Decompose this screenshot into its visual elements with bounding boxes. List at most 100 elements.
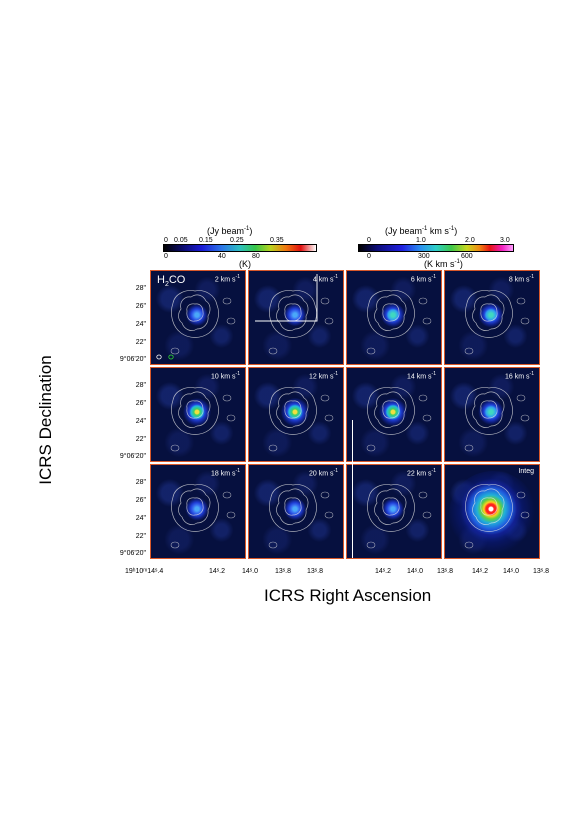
colorbar-tick-label: 0.15 (199, 237, 213, 244)
contour-island (320, 297, 330, 305)
y-tick-label: 24" (135, 515, 146, 522)
contour-line (382, 400, 400, 419)
contour-line (374, 488, 407, 525)
contour-line (465, 484, 513, 532)
molecule-label-base: H (157, 274, 165, 286)
emission-peak (478, 399, 504, 425)
y-tick-label: 22" (135, 339, 146, 346)
contour-overlay (464, 290, 530, 355)
contour-line (269, 484, 317, 532)
velocity-label: 20 km s-1 (309, 468, 338, 477)
contour-line (465, 290, 513, 338)
velocity-label-sup: -1 (333, 371, 338, 377)
channel-panel: H2CO 2 km s-1 (150, 270, 246, 365)
velocity-label-text: 4 km s (312, 276, 334, 284)
contour-island (422, 511, 432, 519)
contour-island (222, 297, 232, 305)
contour-line (186, 497, 204, 516)
contour-line (472, 488, 505, 525)
colorbar-tick-label: 80 (252, 253, 260, 260)
colorbar-left (163, 244, 317, 252)
velocity-label-sup: -1 (235, 274, 240, 280)
x-tick-label: 14ˢ.0 (503, 568, 520, 575)
velocity-label-sup: -1 (431, 468, 436, 474)
y-tick-label: 9°06'20" (119, 453, 146, 460)
contour-island (520, 511, 530, 519)
velocity-label: 2 km s-1 (215, 274, 240, 283)
x-tick-label: 13ˢ.8 (533, 568, 550, 575)
contour-island (422, 414, 432, 422)
colorbar-tick-label: 0.05 (174, 237, 188, 244)
contour-overlay (156, 290, 236, 360)
contour-island (464, 347, 474, 355)
contour-line (178, 488, 211, 525)
contour-island (418, 297, 428, 305)
y-axis-title: ICRS Declination (36, 355, 55, 485)
contour-island (320, 491, 330, 499)
colorbar-left-unit-text: (Jy beam (207, 226, 245, 236)
velocity-label: 12 km s-1 (309, 371, 338, 380)
colorbar-right-bottom-unit-end: ) (459, 259, 463, 269)
colorbar-left-bottom-unit: (K) (239, 259, 251, 269)
channel-panel: 18 km s-1 (150, 464, 246, 559)
region-marker-vertical-line (352, 420, 353, 558)
panel-noise-background (151, 465, 245, 558)
colorbar-left-unit-end: ) (249, 226, 253, 236)
velocity-label: 14 km s-1 (407, 371, 436, 380)
contour-island (170, 347, 180, 355)
velocity-label-sup: -1 (529, 371, 534, 377)
contour-line (472, 294, 505, 331)
contour-island (170, 444, 180, 452)
colorbar-right-bottom-unit-text: (K km s (424, 259, 455, 269)
contour-line (171, 484, 219, 532)
velocity-label-text: 2 km s (214, 276, 236, 284)
contour-island (170, 541, 180, 549)
colorbar-tick-label: 0.25 (230, 237, 244, 244)
colorbar-right-unit-end: ) (454, 226, 458, 236)
velocity-label-text: 6 km s (410, 276, 432, 284)
velocity-label-text: 8 km s (508, 276, 530, 284)
contour-line (284, 303, 302, 322)
colorbar-right-unit-mid: km s (427, 226, 449, 236)
x-tick-label: 13ˢ.8 (437, 568, 454, 575)
x-tick-label: 19ʰ10ᵐ14ˢ.4 (125, 568, 164, 575)
colorbar-right-unit-text: (Jy beam (385, 226, 423, 236)
velocity-label-text: 14 km s (407, 373, 432, 381)
contour-island (268, 444, 278, 452)
contour-island (226, 317, 236, 325)
velocity-label: 6 km s-1 (411, 274, 436, 283)
contour-line (465, 387, 513, 435)
panel-noise-background (445, 271, 539, 364)
contour-island (520, 414, 530, 422)
colorbar-right-bottom-unit-sup: -1 (454, 259, 460, 265)
contour-island (422, 317, 432, 325)
emission-peak (280, 397, 310, 427)
y-tick-label: 28" (135, 479, 146, 486)
contour-line (374, 391, 407, 428)
colorbar-tick-label: 0.35 (270, 237, 284, 244)
contour-line (276, 391, 309, 428)
velocity-label-text: 12 km s (309, 373, 334, 381)
colorbar-tick-label: 0 (164, 237, 168, 244)
contour-island (464, 541, 474, 549)
velocity-label-sup: -1 (235, 371, 240, 377)
velocity-label: 10 km s-1 (211, 371, 240, 380)
contour-overlay (366, 387, 432, 452)
y-tick-label: 28" (135, 382, 146, 389)
contour-island (516, 297, 526, 305)
contour-line (178, 391, 211, 428)
contour-island (324, 414, 334, 422)
panel-noise-background (249, 271, 343, 364)
channel-panel: 14 km s-1 (346, 367, 442, 462)
contour-overlay (255, 274, 334, 355)
velocity-label-text: 20 km s (309, 470, 334, 478)
y-tick-label: 26" (135, 303, 146, 310)
velocity-label-sup: -1 (529, 274, 534, 280)
y-tick-label: 24" (135, 321, 146, 328)
molecule-label-rest: CO (168, 274, 186, 286)
x-tick-label: 13ˢ.8 (275, 568, 292, 575)
contour-line (480, 400, 498, 419)
contour-island (366, 347, 376, 355)
velocity-label-sup: -1 (333, 468, 338, 474)
contour-island (320, 394, 330, 402)
